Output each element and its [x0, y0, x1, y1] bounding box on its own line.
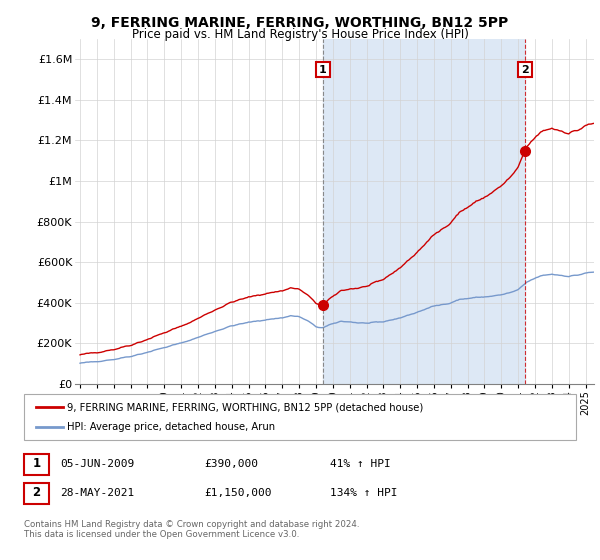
- Text: 41% ↑ HPI: 41% ↑ HPI: [330, 459, 391, 469]
- Text: 05-JUN-2009: 05-JUN-2009: [60, 459, 134, 469]
- Text: 1: 1: [32, 457, 41, 470]
- Text: 1: 1: [319, 64, 327, 74]
- Bar: [323, 39, 525, 384]
- Text: 9, FERRING MARINE, FERRING, WORTHING, BN12 5PP (detached house): 9, FERRING MARINE, FERRING, WORTHING, BN…: [67, 403, 424, 413]
- Text: 2: 2: [32, 486, 41, 500]
- Text: 28-MAY-2021: 28-MAY-2021: [60, 488, 134, 498]
- Text: 9, FERRING MARINE, FERRING, WORTHING, BN12 5PP: 9, FERRING MARINE, FERRING, WORTHING, BN…: [91, 16, 509, 30]
- Text: Price paid vs. HM Land Registry's House Price Index (HPI): Price paid vs. HM Land Registry's House …: [131, 28, 469, 41]
- Text: HPI: Average price, detached house, Arun: HPI: Average price, detached house, Arun: [67, 422, 275, 432]
- Text: £1,150,000: £1,150,000: [204, 488, 271, 498]
- Text: 134% ↑ HPI: 134% ↑ HPI: [330, 488, 398, 498]
- Text: Contains HM Land Registry data © Crown copyright and database right 2024.
This d: Contains HM Land Registry data © Crown c…: [24, 520, 359, 539]
- Text: 2: 2: [521, 64, 529, 74]
- Text: £390,000: £390,000: [204, 459, 258, 469]
